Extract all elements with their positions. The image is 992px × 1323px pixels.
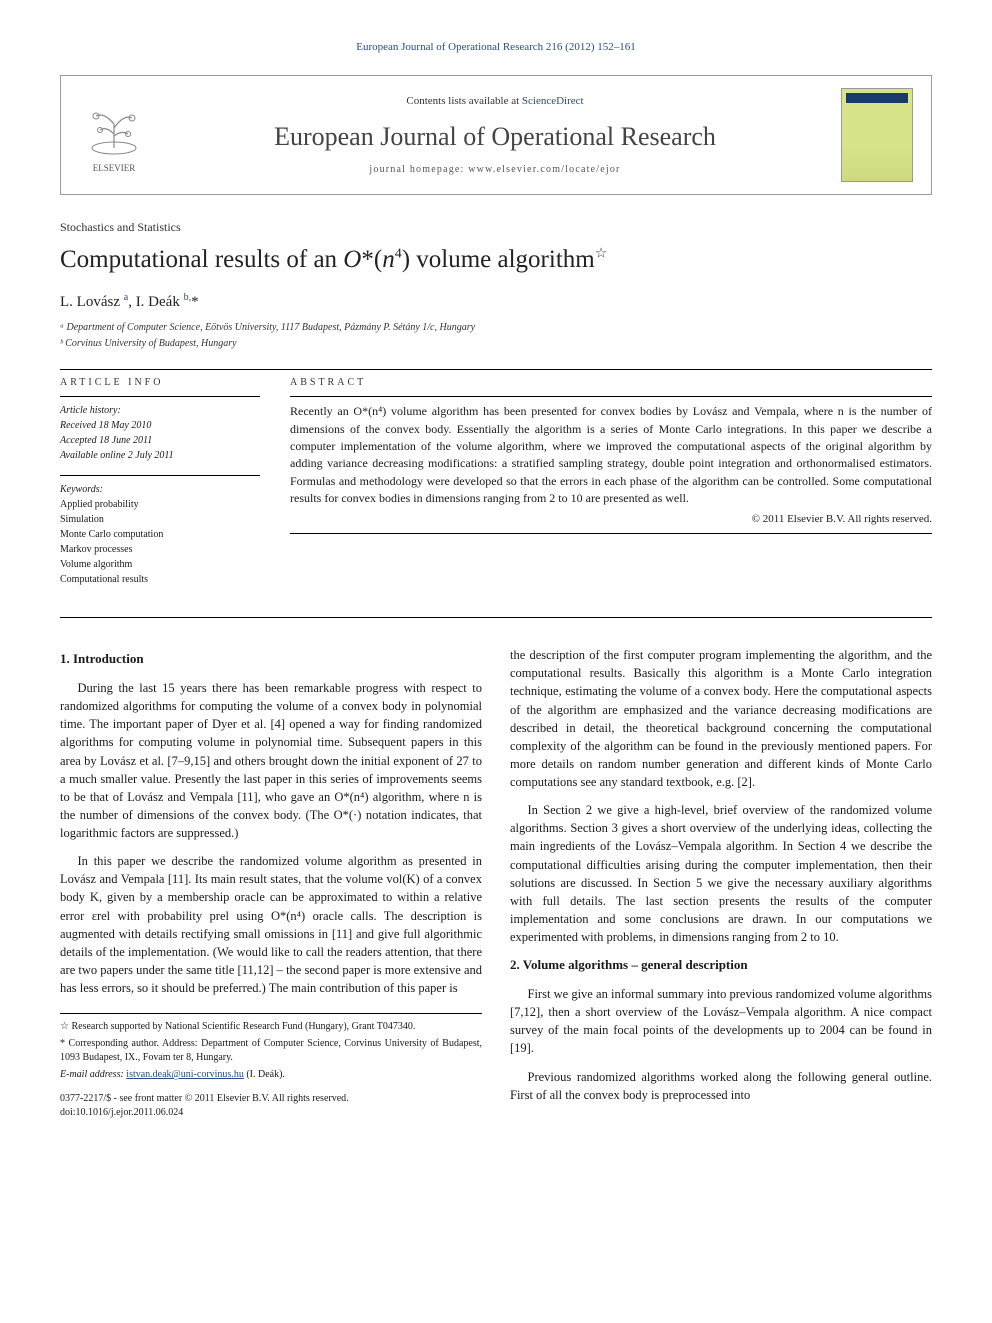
sciencedirect-link[interactable]: ScienceDirect [522, 95, 584, 107]
abstract-text: Recently an O*(n⁴) volume algorithm has … [290, 403, 932, 507]
journal-name: European Journal of Operational Research [167, 119, 823, 155]
body-columns: 1. Introduction During the last 15 years… [60, 646, 932, 1120]
journal-cover-thumbnail [841, 88, 913, 182]
author-list: L. Lovász a, I. Deák b,* [60, 291, 932, 313]
journal-reference: European Journal of Operational Research… [60, 40, 932, 55]
front-matter-line: 0377-2217/$ - see front matter © 2011 El… [60, 1092, 482, 1106]
article-section-label: Stochastics and Statistics [60, 219, 932, 236]
info-abstract-row: ARTICLE INFO Article history: Received 1… [60, 376, 932, 587]
publisher-logo: ELSEVIER [79, 96, 149, 174]
section-2-heading: 2. Volume algorithms – general descripti… [510, 956, 932, 975]
abstract-heading: ABSTRACT [290, 376, 932, 390]
affiliations: ᵃ Department of Computer Science, Eötvös… [60, 321, 932, 351]
history-online: Available online 2 July 2011 [60, 448, 260, 463]
divider-thick [60, 617, 932, 618]
section-1-para-3: the description of the first computer pr… [510, 646, 932, 791]
header-center: Contents lists available at ScienceDirec… [167, 94, 823, 178]
footnote-email: E-mail address: istvan.deak@uni-corvinus… [60, 1068, 482, 1082]
email-label: E-mail address: [60, 1069, 124, 1080]
keyword: Monte Carlo computation [60, 527, 260, 542]
section-2-para-1: First we give an informal summary into p… [510, 985, 932, 1058]
journal-homepage: journal homepage: www.elsevier.com/locat… [167, 163, 823, 177]
divider [60, 475, 260, 476]
section-1-para-4: In Section 2 we give a high-level, brief… [510, 801, 932, 946]
email-suffix: (I. Deák). [246, 1069, 285, 1080]
abstract-copyright: © 2011 Elsevier B.V. All rights reserved… [290, 512, 932, 527]
keywords-block: Keywords: Applied probability Simulation… [60, 482, 260, 587]
section-1-para-2: In this paper we describe the randomized… [60, 852, 482, 997]
section-1-para-1: During the last 15 years there has been … [60, 679, 482, 842]
article-history: Article history: Received 18 May 2010 Ac… [60, 403, 260, 463]
affiliation-a: ᵃ Department of Computer Science, Eötvös… [60, 321, 932, 335]
divider [290, 533, 932, 534]
history-accepted: Accepted 18 June 2011 [60, 433, 260, 448]
divider [290, 396, 932, 397]
article-info-block: ARTICLE INFO Article history: Received 1… [60, 376, 260, 587]
footnote-corresponding: * Corresponding author. Address: Departm… [60, 1037, 482, 1065]
doi-line: doi:10.1016/j.ejor.2011.06.024 [60, 1106, 482, 1120]
history-label: Article history: [60, 403, 260, 418]
article-title: Computational results of an O*(n4) volum… [60, 242, 932, 277]
keywords-label: Keywords: [60, 482, 260, 497]
section-1-heading: 1. Introduction [60, 650, 482, 669]
title-text: Computational results of an O*(n4) volum… [60, 246, 595, 273]
divider [60, 369, 932, 370]
keyword: Applied probability [60, 497, 260, 512]
divider [60, 396, 260, 397]
keyword: Simulation [60, 512, 260, 527]
title-footnote-star: ☆ [595, 247, 608, 262]
doi-block: 0377-2217/$ - see front matter © 2011 El… [60, 1092, 482, 1120]
abstract-block: ABSTRACT Recently an O*(n⁴) volume algor… [290, 376, 932, 587]
footnotes: ☆ Research supported by National Scienti… [60, 1013, 482, 1082]
article-info-heading: ARTICLE INFO [60, 376, 260, 390]
keyword: Computational results [60, 572, 260, 587]
contents-prefix: Contents lists available at [406, 95, 521, 107]
keyword: Volume algorithm [60, 557, 260, 572]
affiliation-b: ᵇ Corvinus University of Budapest, Hunga… [60, 337, 932, 351]
footnote-grant: ☆ Research supported by National Scienti… [60, 1020, 482, 1034]
journal-header: ELSEVIER Contents lists available at Sci… [60, 75, 932, 195]
elsevier-tree-icon [84, 102, 144, 162]
email-link[interactable]: istvan.deak@uni-corvinus.hu [126, 1069, 244, 1080]
contents-available: Contents lists available at ScienceDirec… [167, 94, 823, 109]
section-2-para-2: Previous randomized algorithms worked al… [510, 1068, 932, 1104]
keyword: Markov processes [60, 542, 260, 557]
publisher-name: ELSEVIER [93, 162, 136, 175]
history-received: Received 18 May 2010 [60, 418, 260, 433]
